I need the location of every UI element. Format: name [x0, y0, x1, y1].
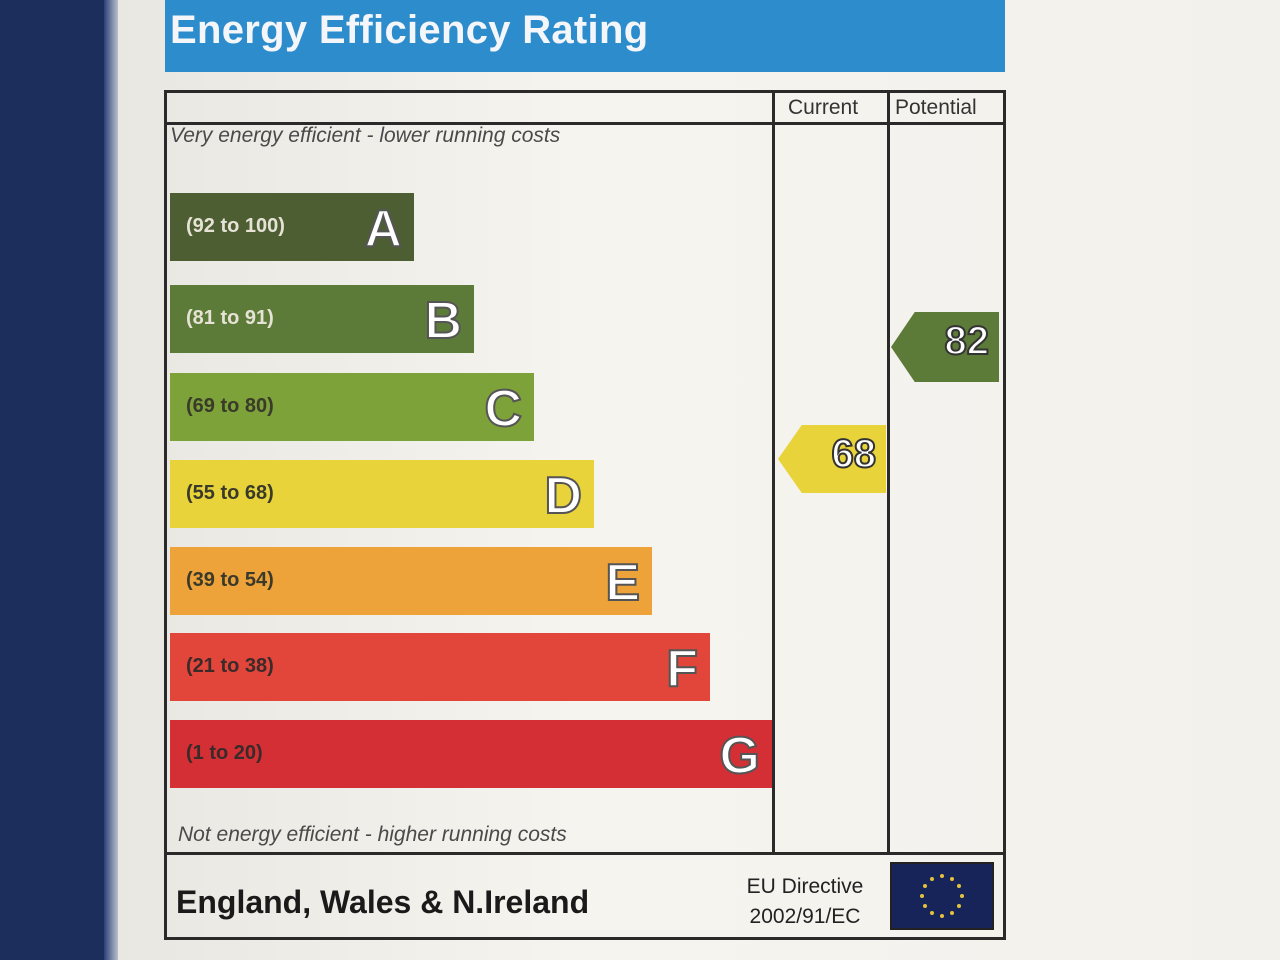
- band-range: (39 to 54): [186, 569, 274, 591]
- band-range: (1 to 20): [186, 742, 263, 764]
- rating-frame: [164, 90, 1006, 940]
- band-e: (39 to 54) E: [170, 547, 652, 615]
- region-label: England, Wales & N.Ireland: [176, 884, 590, 920]
- band-b: (81 to 91) B: [170, 285, 474, 353]
- band-letter: G: [719, 726, 761, 786]
- band-letter: D: [543, 466, 583, 526]
- band-g: (1 to 20) G: [170, 720, 772, 788]
- footer-divider: [164, 852, 1006, 855]
- eu-star-icon: [950, 876, 954, 881]
- binder-cover: [0, 0, 118, 960]
- eu-star-icon: [950, 911, 954, 916]
- band-range: (21 to 38): [186, 655, 274, 677]
- potential-rating-value: 82: [944, 318, 990, 364]
- eu-star-icon: [940, 874, 944, 878]
- eu-star-icon: [920, 894, 924, 898]
- eu-directive-line2: 2002/91/EC: [749, 905, 861, 928]
- band-letter: F: [665, 639, 699, 699]
- band-letter: E: [604, 553, 641, 613]
- eu-star-icon: [930, 876, 934, 881]
- band-letter: C: [483, 379, 523, 439]
- bottom-note: Not energy efficient - higher running co…: [178, 823, 567, 846]
- potential-column-header: Potential: [895, 96, 977, 119]
- eu-star-icon: [922, 904, 927, 908]
- current-column-divider: [772, 90, 775, 854]
- eu-directive-line1: EU Directive: [746, 875, 864, 898]
- title-bar: [165, 0, 1005, 72]
- band-letter: A: [363, 199, 403, 259]
- band-range: (92 to 100): [186, 215, 285, 237]
- current-rating-value: 68: [831, 431, 877, 477]
- eu-flag-icon: [890, 862, 994, 930]
- band-f: (21 to 38) F: [170, 633, 710, 701]
- band-letter: B: [423, 291, 463, 351]
- eu-star-icon: [960, 894, 964, 898]
- potential-rating-arrow: 82: [891, 312, 999, 382]
- top-note: Very energy efficient - lower running co…: [170, 124, 561, 147]
- band-range: (55 to 68): [186, 482, 274, 504]
- binder-edge: [104, 0, 120, 960]
- eu-star-icon: [930, 911, 934, 916]
- eu-star-icon: [957, 904, 962, 908]
- band-c: (69 to 80) C: [170, 373, 534, 441]
- chart-title: Energy Efficiency Rating: [170, 8, 649, 52]
- current-column-header: Current: [788, 96, 859, 119]
- eu-star-icon: [957, 884, 962, 888]
- eu-star-icon: [940, 914, 944, 918]
- eu-star-icon: [922, 884, 927, 888]
- potential-column-divider: [887, 90, 890, 854]
- header-divider: [164, 122, 1006, 125]
- current-rating-arrow: 68: [778, 425, 886, 493]
- band-range: (69 to 80): [186, 395, 274, 417]
- band-d: (55 to 68) D: [170, 460, 594, 528]
- band-range: (81 to 91): [186, 307, 274, 329]
- eu-directive: EU Directive 2002/91/EC: [730, 872, 880, 932]
- band-a: (92 to 100) A: [170, 193, 414, 261]
